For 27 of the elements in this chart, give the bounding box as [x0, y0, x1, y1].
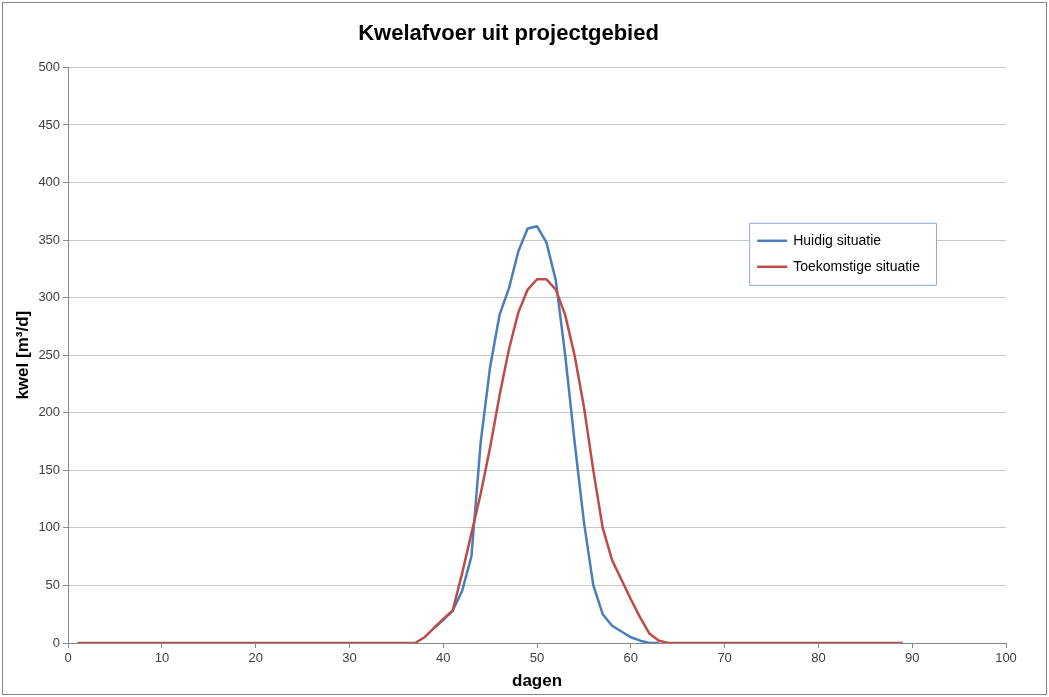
x-tick-label: 20: [248, 650, 263, 666]
x-tick-label: 50: [529, 650, 545, 666]
y-tick-label: 200: [38, 404, 61, 420]
x-tick-label: 90: [904, 650, 920, 666]
x-tick-label: 80: [811, 650, 826, 666]
y-tick-label: 0: [52, 634, 61, 650]
legend-label: Huidig situatie: [793, 231, 882, 248]
y-tick-label: 250: [38, 346, 61, 362]
x-tick-label: 40: [436, 650, 451, 666]
y-tick-label: 450: [38, 116, 61, 132]
legend-label: Toekomstige situatie: [793, 257, 921, 274]
y-tick-label: 50: [45, 577, 61, 593]
chart-title: Kwelafvoer uit projectgebied: [358, 20, 659, 46]
y-tick-label: 500: [38, 58, 61, 74]
x-tick-label: 70: [717, 650, 732, 666]
x-tick-label: 0: [64, 650, 72, 666]
x-tick-label: 100: [995, 650, 1017, 666]
y-axis-title: kwel [m³/d]: [12, 310, 32, 400]
x-tick-label: 60: [623, 650, 639, 666]
x-axis-title: dagen: [512, 671, 563, 691]
x-tick-label: 10: [154, 650, 170, 666]
y-tick-label: 100: [38, 519, 61, 535]
x-tick-label: 30: [342, 650, 357, 666]
y-tick-label: 400: [38, 174, 61, 190]
y-tick-label: 150: [38, 461, 61, 477]
y-tick-label: 350: [38, 231, 61, 247]
y-tick-label: 300: [38, 289, 61, 305]
